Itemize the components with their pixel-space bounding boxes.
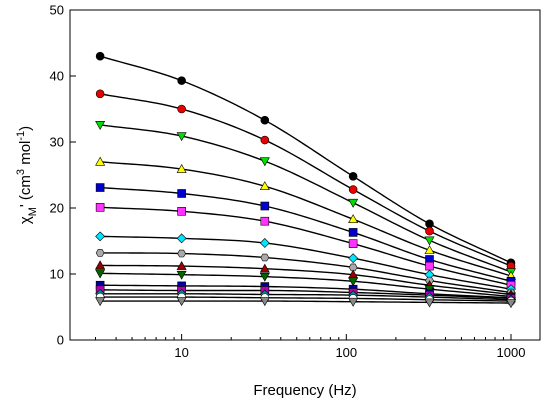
- data-point: [177, 189, 186, 198]
- y-tick-label: 50: [50, 3, 64, 18]
- data-point: [260, 115, 270, 125]
- data-point: [95, 249, 105, 257]
- data-point: [259, 157, 270, 167]
- data-point: [259, 181, 270, 191]
- data-point: [260, 253, 270, 262]
- data-point: [95, 297, 106, 307]
- y-axis-title: χM' (cm3 mol-1): [15, 126, 39, 224]
- data-point: [348, 198, 359, 208]
- data-point: [176, 297, 187, 307]
- y-tick-label: 30: [50, 135, 64, 150]
- data-point: [95, 121, 106, 130]
- data-point: [260, 135, 270, 145]
- data-point: [348, 172, 358, 181]
- data-point: [505, 299, 517, 309]
- data-point: [176, 163, 187, 173]
- fit-curve: [100, 186, 512, 282]
- data-point: [95, 89, 105, 99]
- fit-curve: [100, 252, 512, 294]
- data-point: [176, 233, 187, 244]
- data-point: [176, 270, 187, 280]
- data-point: [176, 260, 187, 270]
- x-tick-label: 1000: [497, 345, 526, 360]
- data-point: [259, 272, 270, 282]
- data-point: [177, 76, 186, 85]
- data-point: [95, 156, 106, 166]
- data-point: [259, 238, 270, 248]
- data-point: [424, 245, 435, 255]
- x-axis-title: Frequency (Hz): [253, 382, 356, 399]
- data-point: [259, 297, 270, 307]
- fit-curve: [100, 124, 512, 273]
- plot-area: [69, 9, 541, 341]
- y-tick-label: 10: [50, 267, 64, 282]
- fit-curve: [100, 206, 512, 286]
- fit-curve: [99, 55, 512, 264]
- data-point: [177, 207, 186, 216]
- data-point: [348, 228, 358, 237]
- data-point: [348, 239, 358, 248]
- data-point: [348, 277, 359, 287]
- data-point: [348, 297, 359, 307]
- data-point: [425, 261, 434, 271]
- data-point: [177, 249, 186, 258]
- data-point: [95, 183, 105, 192]
- x-axis: 10 100 1000: [95, 334, 526, 360]
- data-point: [348, 263, 358, 272]
- y-tick-label: 20: [50, 201, 64, 216]
- data-point: [95, 51, 105, 61]
- data-point: [348, 253, 359, 264]
- data-point: [425, 219, 434, 229]
- fit-curve: [100, 235, 512, 290]
- data-point: [95, 231, 106, 242]
- fit-curve: [100, 296, 512, 302]
- fit-curve: [100, 272, 512, 298]
- data-point: [260, 201, 270, 211]
- y-axis: 0 10 20 30 40 50: [50, 3, 76, 348]
- y-tick-label: 0: [57, 333, 64, 348]
- fit-curve: [100, 293, 512, 301]
- data-point: [348, 185, 358, 194]
- data-point: [424, 298, 435, 308]
- fit-curve: [100, 300, 512, 304]
- data-point: [177, 104, 186, 114]
- fit-curve: [100, 289, 512, 300]
- data-point: [95, 203, 105, 212]
- x-tick-label: 100: [335, 345, 357, 360]
- data-point: [348, 214, 359, 224]
- data-point: [425, 226, 434, 236]
- data-point: [424, 236, 435, 246]
- data-point: [176, 132, 187, 142]
- fit-curve: [100, 161, 512, 277]
- fit-curves: [99, 55, 512, 304]
- x-tick-label: 10: [174, 345, 188, 360]
- data-point: [259, 263, 270, 273]
- y-tick-label: 40: [50, 69, 64, 84]
- fit-curve: [100, 284, 512, 299]
- fit-curve: [100, 93, 512, 267]
- data-point: [95, 260, 106, 270]
- fit-curve: [100, 264, 512, 296]
- data-points: [95, 51, 517, 309]
- data-point: [260, 216, 270, 226]
- data-point: [95, 269, 106, 279]
